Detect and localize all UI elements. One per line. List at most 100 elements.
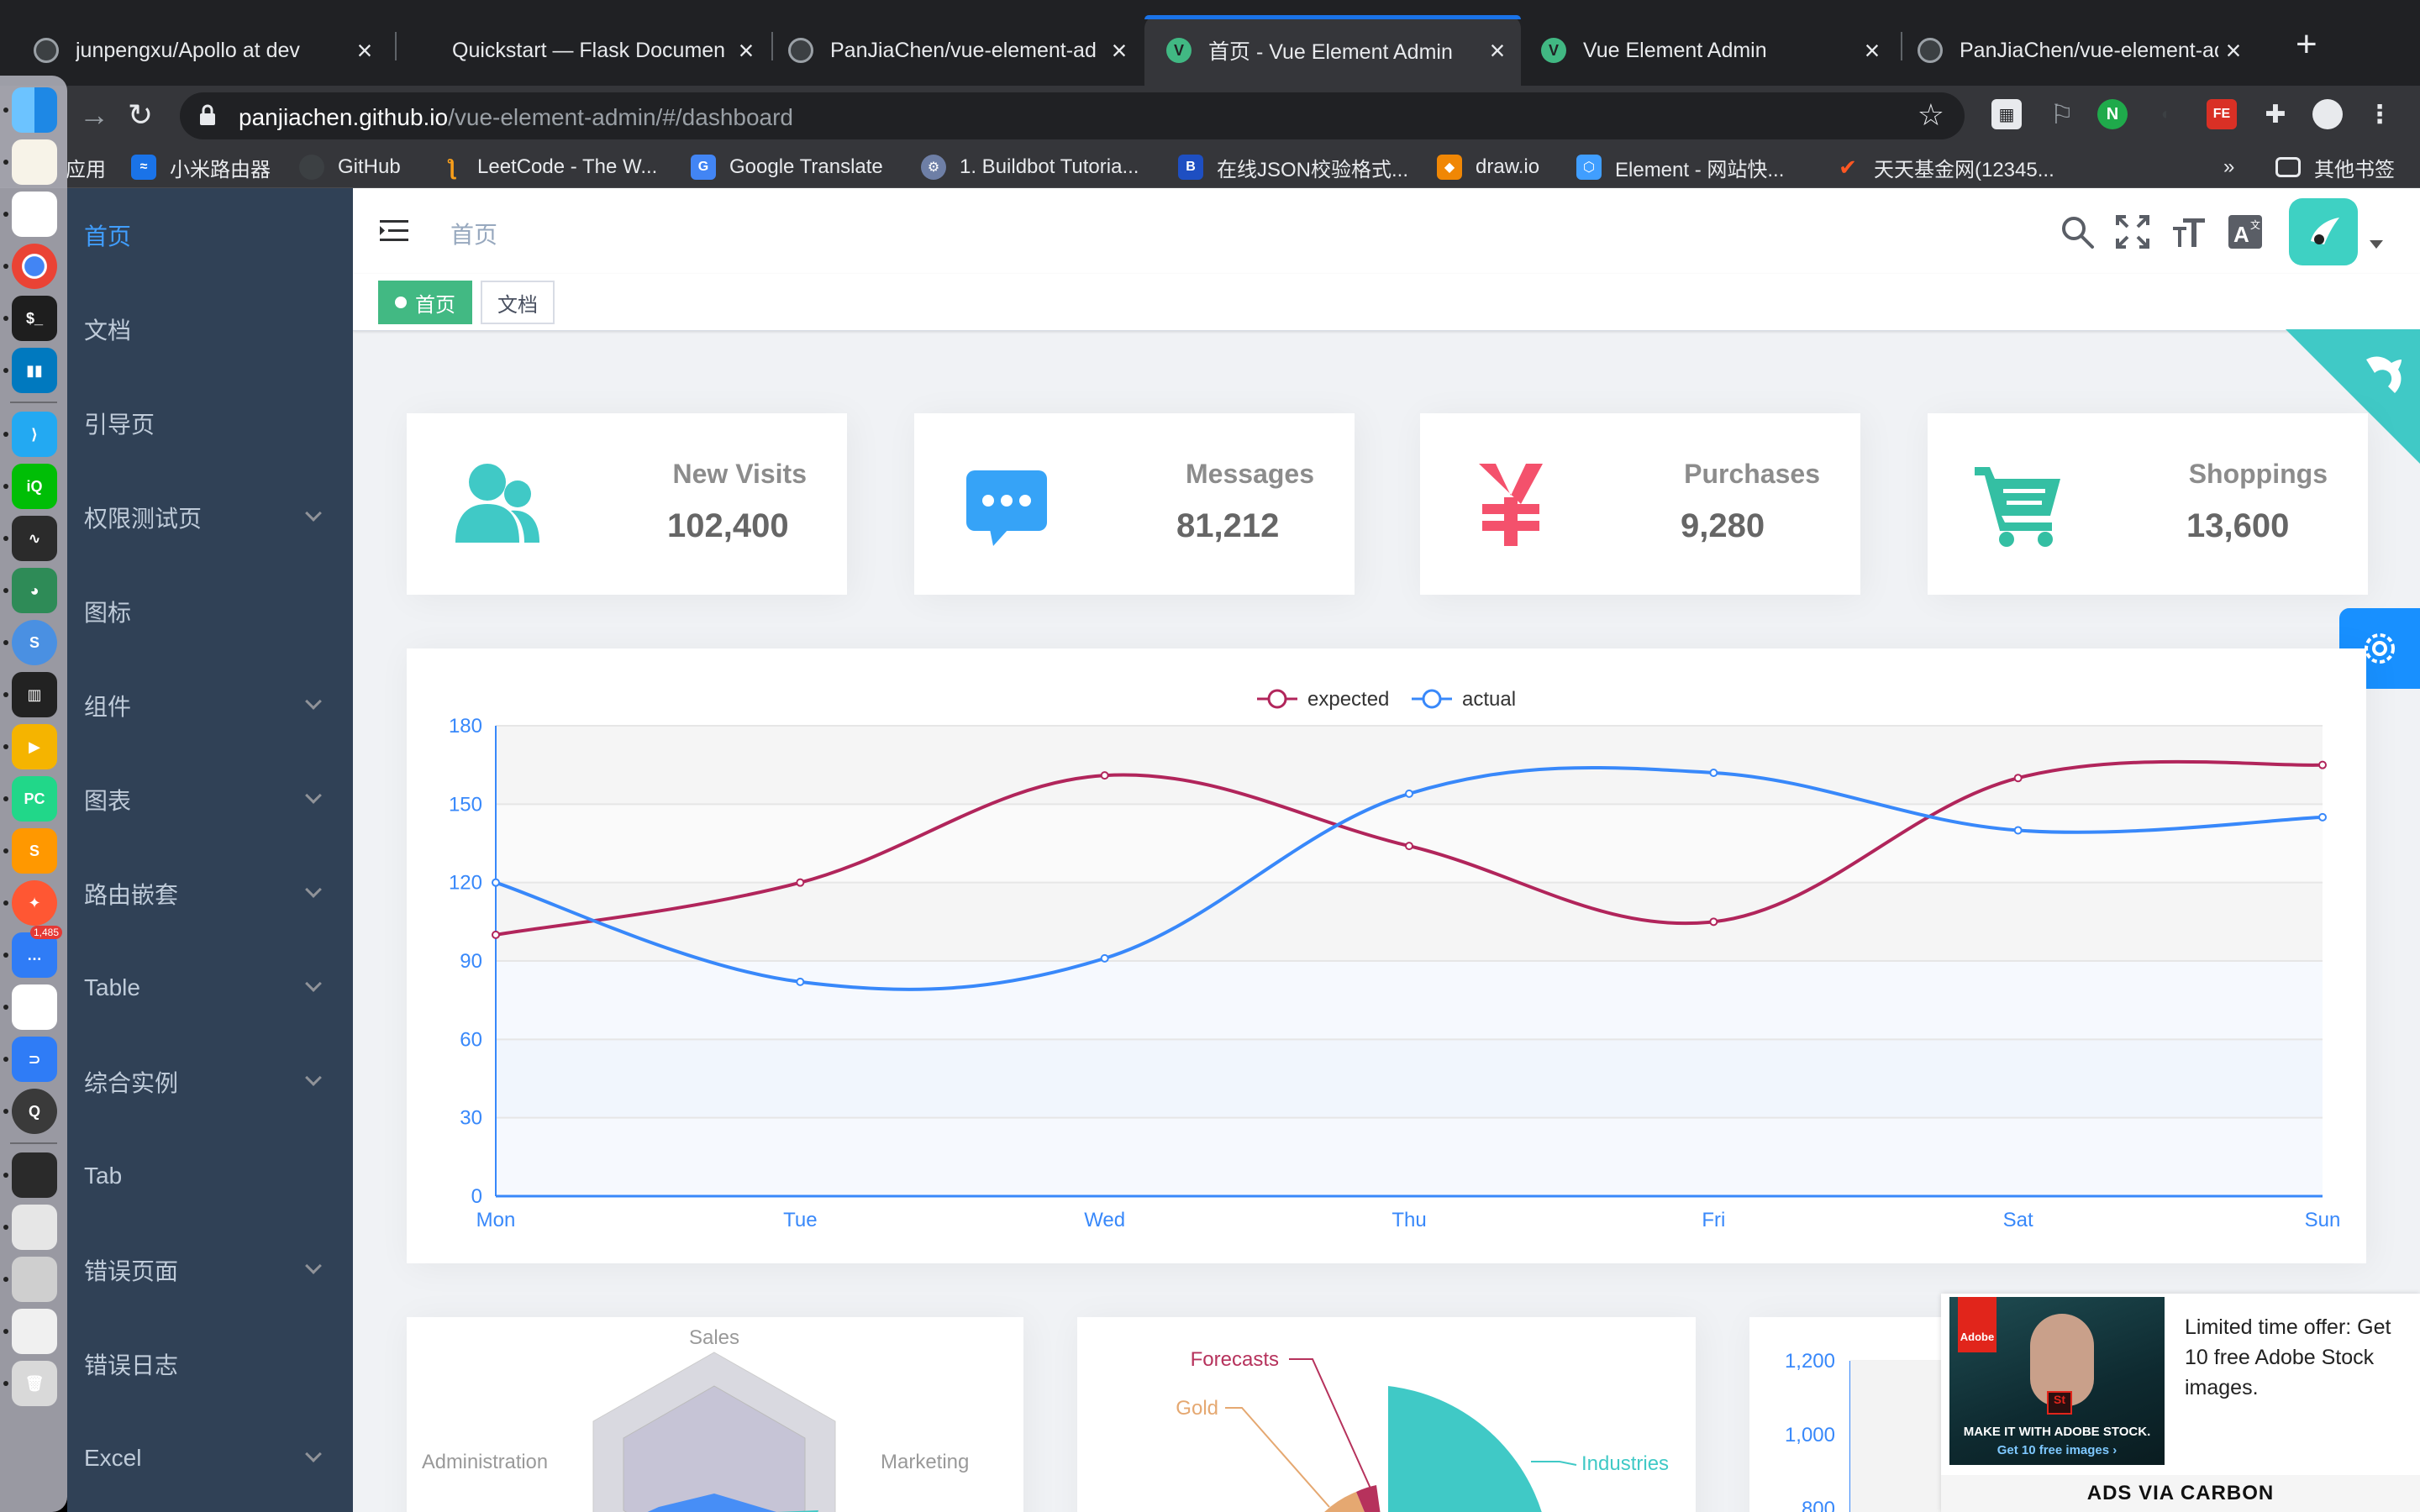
sidebar-item[interactable]: 错误日志: [67, 1317, 353, 1411]
sidebar-item[interactable]: Table: [67, 941, 353, 1035]
sidebar-item[interactable]: 引导页: [67, 376, 353, 470]
fullscreen-icon[interactable]: [2114, 213, 2151, 250]
profile-avatar-icon[interactable]: [2312, 99, 2343, 129]
window-thumbnail-icon[interactable]: [12, 1309, 57, 1354]
extension-icon[interactable]: ◐: [2160, 104, 2172, 123]
piano-icon[interactable]: ▥: [12, 672, 57, 717]
close-icon[interactable]: ×: [738, 34, 755, 66]
ad-text[interactable]: Limited time offer: Get 10 free Adobe St…: [2185, 1315, 2391, 1399]
github-corner-icon[interactable]: [2286, 329, 2420, 464]
notes-icon[interactable]: [12, 139, 57, 185]
address-bar[interactable]: panjiachen.github.io/vue-element-admin/#…: [180, 92, 1965, 139]
data-point[interactable]: [2013, 774, 2023, 783]
browser-tab[interactable]: PanJiaChen/vue-element-ad ×: [1918, 15, 2252, 86]
stat-card-new-visits[interactable]: New Visits 102,400: [407, 413, 847, 595]
stat-card-shoppings[interactable]: Shoppings 13,600: [1928, 413, 2368, 595]
data-point[interactable]: [796, 977, 805, 986]
vscode-icon[interactable]: ⟩: [12, 412, 57, 457]
trello-icon[interactable]: ▮▮: [12, 348, 57, 393]
tag-home[interactable]: 首页: [378, 281, 472, 324]
stat-card-purchases[interactable]: Purchases 9,280: [1420, 413, 1860, 595]
hamburger-icon[interactable]: [380, 218, 408, 244]
data-point[interactable]: [1100, 771, 1109, 780]
sidebar-item[interactable]: 综合实例: [67, 1035, 353, 1129]
extension-fe-icon[interactable]: FE: [2207, 99, 2237, 129]
messages-icon[interactable]: … 1,485: [12, 926, 63, 978]
close-icon[interactable]: ×: [356, 34, 373, 66]
sidebar-item[interactable]: 路由嵌套: [67, 847, 353, 941]
sidebar-item[interactable]: Tab: [67, 1129, 353, 1223]
window-thumbnail-icon[interactable]: [12, 1152, 57, 1198]
dingtalk-icon[interactable]: ⊃: [12, 1037, 57, 1082]
stat-card-messages[interactable]: Messages 81,212: [914, 413, 1355, 595]
close-icon[interactable]: ×: [1111, 34, 1128, 66]
bookmark-item[interactable]: ≈ 小米路由器: [131, 153, 271, 181]
legend-label[interactable]: actual: [1462, 688, 1516, 711]
browser-tab[interactable]: junpengxu/Apollo at dev ×: [30, 15, 383, 86]
search-icon[interactable]: [2059, 213, 2096, 250]
font-size-icon[interactable]: [2171, 213, 2208, 250]
close-icon[interactable]: ×: [2225, 34, 2242, 66]
photos-icon[interactable]: [12, 984, 57, 1030]
other-bookmarks[interactable]: 其他书签: [2275, 153, 2395, 181]
data-point[interactable]: [2318, 760, 2327, 769]
data-point[interactable]: [2013, 826, 2023, 835]
legend-marker-icon[interactable]: [1267, 689, 1287, 709]
activity-monitor-icon[interactable]: ∿: [12, 516, 57, 561]
bookmark-item[interactable]: 应用: [66, 153, 106, 181]
pycharm-icon[interactable]: PC: [12, 776, 57, 822]
bookmark-item[interactable]: ◆ draw.io: [1437, 153, 1539, 181]
trash-icon[interactable]: 🗑: [12, 1361, 57, 1406]
browser-tab[interactable]: Quickstart — Flask Documen ×: [408, 15, 765, 86]
bookmark-item[interactable]: GitHub: [299, 153, 401, 181]
infuse-icon[interactable]: ▶: [12, 724, 57, 769]
bookmark-item[interactable]: ⬡ Element - 网站快...: [1576, 153, 1784, 181]
sidebar-item[interactable]: 组件: [67, 659, 353, 753]
sidebar-item[interactable]: Excel: [67, 1411, 353, 1505]
sidebar-item[interactable]: 图标: [67, 564, 353, 659]
bookmark-item[interactable]: ⚙ 1. Buildbot Tutoria...: [921, 153, 1139, 181]
tag-docs[interactable]: 文档: [481, 281, 555, 324]
panda-icon[interactable]: ◕: [12, 568, 57, 613]
terminal-icon[interactable]: $_: [12, 296, 57, 341]
reminders-icon[interactable]: [12, 192, 57, 237]
legend-label[interactable]: expected: [1307, 688, 1389, 711]
caret-down-icon[interactable]: [2370, 240, 2383, 249]
data-point[interactable]: [796, 878, 805, 887]
chrome-icon[interactable]: [12, 244, 57, 289]
more-menu-icon[interactable]: ⋮: [2367, 100, 2392, 129]
sidebar-item[interactable]: 首页: [67, 188, 353, 282]
data-point[interactable]: [1709, 769, 1718, 777]
close-icon[interactable]: ×: [1489, 34, 1506, 66]
ad-label[interactable]: ADS VIA CARBON: [1941, 1475, 2420, 1512]
bookmark-star-icon[interactable]: ☆: [1917, 97, 1944, 132]
bookmark-icon[interactable]: ⚐: [2049, 99, 2075, 129]
extension-n-icon[interactable]: N: [2097, 99, 2128, 129]
browser-tab-active[interactable]: V 首页 - Vue Element Admin ×: [1144, 15, 1521, 86]
sidebar-item[interactable]: 错误页面: [67, 1223, 353, 1317]
new-tab-button[interactable]: +: [2296, 24, 2317, 65]
legend-marker-icon[interactable]: [1422, 689, 1442, 709]
window-thumbnail-icon[interactable]: [12, 1205, 57, 1250]
data-point[interactable]: [492, 930, 500, 939]
bookmark-item[interactable]: ƪ LeetCode - The W...: [439, 153, 657, 181]
data-point[interactable]: [1405, 842, 1413, 851]
finder-icon[interactable]: [12, 87, 57, 133]
browser-tab[interactable]: PanJiaChen/vue-element-ad ×: [785, 15, 1138, 86]
carbon-ad[interactable]: Adobe St MAKE IT WITH ADOBE STOCK. Get 1…: [1941, 1294, 2420, 1512]
bookmark-item[interactable]: G Google Translate: [691, 153, 883, 181]
browser-tab[interactable]: V Vue Element Admin ×: [1541, 15, 1891, 86]
data-point[interactable]: [2318, 812, 2327, 822]
user-avatar[interactable]: [2289, 198, 2358, 265]
data-point[interactable]: [1405, 789, 1413, 798]
bookmark-item[interactable]: ✔ 天天基金网(12345...: [1835, 153, 2054, 181]
quicktime-icon[interactable]: Q: [12, 1089, 57, 1134]
puzzle-icon[interactable]: ✚: [2265, 100, 2286, 129]
forward-button[interactable]: →: [79, 97, 109, 132]
qr-code-icon[interactable]: ▦: [1991, 99, 2022, 129]
sidebar-item[interactable]: 图表: [67, 753, 353, 847]
sidebar-item[interactable]: 权限测试页: [67, 470, 353, 564]
sublime-icon[interactable]: S: [12, 828, 57, 874]
reload-button[interactable]: ↻: [128, 97, 154, 132]
